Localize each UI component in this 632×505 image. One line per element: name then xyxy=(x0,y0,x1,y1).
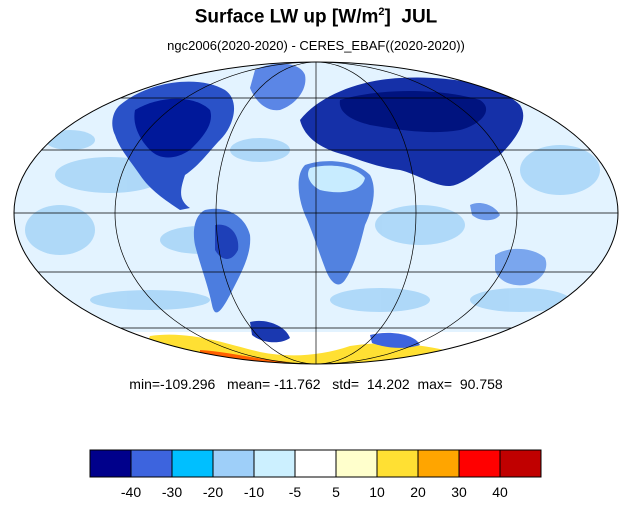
colorbar-swatch xyxy=(417,449,460,478)
title-main: Surface LW up [W/m xyxy=(194,6,379,28)
colorbar-tick-label: 30 xyxy=(451,484,467,500)
eurasia-core xyxy=(339,91,487,133)
plot-title: Surface LW up [W/m2] JUL xyxy=(0,6,632,28)
colorbar-tick-label: -10 xyxy=(244,484,264,500)
stat-mean: -11.762 xyxy=(274,376,321,392)
maritime-continent xyxy=(470,203,500,221)
colorbar-swatch xyxy=(89,449,132,478)
colorbar-swatch xyxy=(458,449,501,478)
ross-cold-anomaly xyxy=(370,332,420,348)
north-america-core xyxy=(134,98,211,158)
colorbar-tick-label: -30 xyxy=(162,484,182,500)
colorbar-swatch xyxy=(130,449,173,478)
south-america xyxy=(193,208,251,313)
colorbar-swatch xyxy=(171,449,214,478)
stat-max: 90.758 xyxy=(459,376,503,392)
sahara xyxy=(308,165,365,193)
colorbar-tick-label: -5 xyxy=(289,484,302,500)
plot-subtitle: ngc2006(2020-2020) - CERES_EBAF((2020-20… xyxy=(167,38,465,53)
stat-std: 14.202 xyxy=(366,376,410,392)
colorbar-tick-label: 40 xyxy=(492,484,508,500)
title-superscript: 2 xyxy=(378,6,385,18)
colorbar-swatch xyxy=(376,449,419,478)
stat-min: -109.296 xyxy=(160,376,216,392)
stat-max-label: max= xyxy=(417,376,453,392)
south-america-core xyxy=(215,224,239,259)
colorbar-tick-label: -20 xyxy=(203,484,223,500)
stat-min-label: min= xyxy=(129,376,161,392)
colorbar-tick-label: -40 xyxy=(121,484,141,500)
greenland xyxy=(250,63,306,111)
africa xyxy=(298,161,374,285)
colorbar-swatch xyxy=(294,449,337,478)
stat-std-label: std= xyxy=(332,376,360,392)
colorbar-tick-label: 5 xyxy=(332,484,340,500)
colorbar-tick-label: 20 xyxy=(410,484,426,500)
title-month: JUL xyxy=(401,6,438,28)
colorbar-swatch xyxy=(499,449,542,478)
stat-mean-label: mean= xyxy=(226,376,271,392)
title-close: ] xyxy=(384,6,391,28)
globe-outline xyxy=(13,61,619,365)
colorbar-tick-label: 10 xyxy=(369,484,385,500)
colorbar-swatch xyxy=(212,449,255,478)
colorbar-swatch xyxy=(335,449,378,478)
statistics-line: min=-109.296 mean= -11.762 std= 14.202 m… xyxy=(0,376,632,392)
colorbar-swatch xyxy=(253,449,296,478)
weddell-cold-anomaly xyxy=(250,320,290,343)
